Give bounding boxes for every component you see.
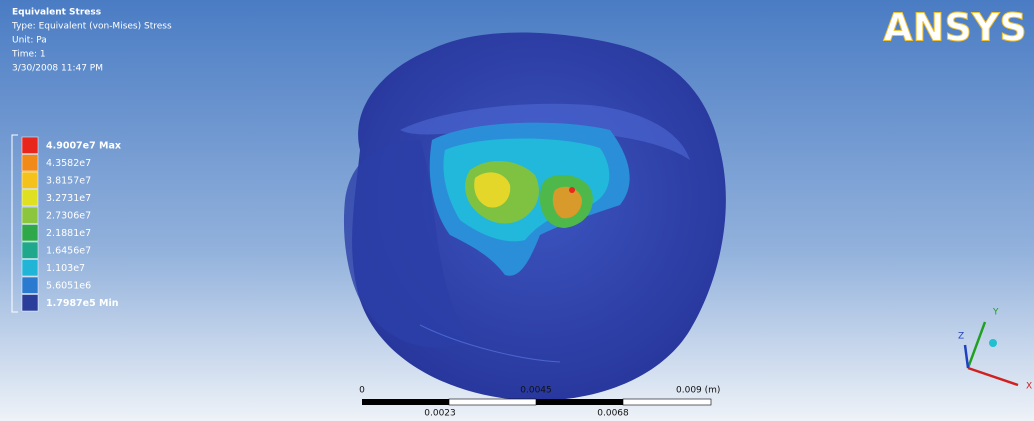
legend-swatch [22,190,38,207]
legend-swatch [22,277,38,294]
scale-segment [449,399,536,405]
result-type: Type: Equivalent (von-Mises) Stress [11,22,172,32]
triad-y-label: Y [992,308,999,318]
triad-dot [989,339,997,347]
legend-label: 1.103e7 [46,263,85,274]
scale-segment [536,399,623,405]
triad-x-label: X [1026,382,1032,392]
legend-swatch [22,207,38,224]
triad-z-label: Z [958,332,964,342]
region-max [569,187,575,193]
result-title: Equivalent Stress [12,8,101,18]
legend-label: 1.6456e7 [46,245,91,256]
legend-label: 3.8157e7 [46,175,91,186]
scale-segment [362,399,449,405]
ansys-logo: ANSYS [883,6,1026,50]
scale-label: 0.009 (m) [676,386,720,396]
scale-label: 0.0023 [424,409,456,419]
legend-swatch [22,225,38,242]
legend-label: 3.2731e7 [46,193,91,204]
model [344,33,726,401]
legend-label: 2.1881e7 [46,228,91,239]
legend-swatch [22,155,38,172]
legend-swatch [22,172,38,189]
legend-label: 2.7306e7 [46,210,91,221]
legend-swatch [22,137,38,154]
scale-label: 0.0045 [520,386,552,396]
legend-label: 5.6051e6 [46,280,91,291]
legend-label: 1.7987e5 Min [46,298,119,309]
scale-segment [623,399,711,405]
scale-label: 0.0068 [597,409,629,419]
scale-label: 0 [359,386,365,396]
logo: ANSYS [883,6,1026,50]
legend-swatch [22,242,38,259]
result-unit: Unit: Pa [12,36,47,46]
legend-label: 4.3582e7 [46,158,91,169]
result-time: Time: 1 [11,50,46,60]
legend-swatch [22,295,38,312]
result-date: 3/30/2008 11:47 PM [12,64,103,74]
screenshot: Equivalent Stress Type: Equivalent (von-… [0,0,1034,421]
legend-label: 4.9007e7 Max [46,140,121,151]
legend-swatch [22,260,38,277]
